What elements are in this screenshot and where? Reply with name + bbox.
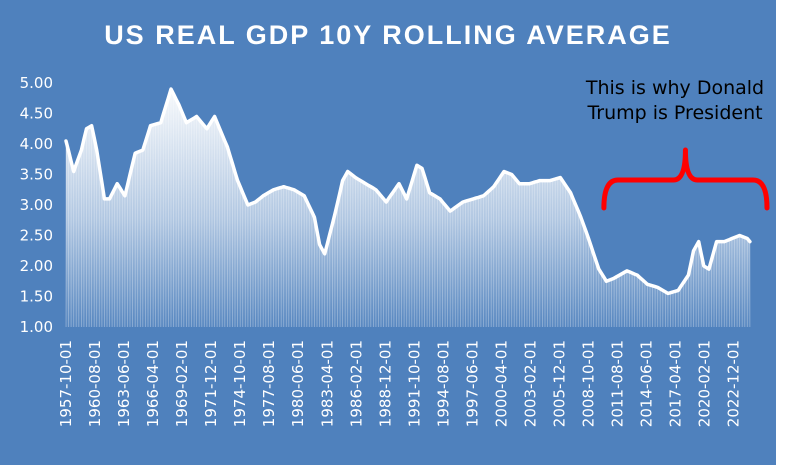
x-tick-label: 2005-12-01: [551, 340, 569, 427]
y-tick-label: 4.00: [20, 135, 53, 153]
y-tick-label: 1.50: [20, 288, 53, 306]
x-tick-label: 1977-08-01: [260, 340, 278, 427]
x-tick-label: 1969-02-01: [173, 340, 191, 427]
x-tick-label: 1991-10-01: [405, 340, 423, 427]
x-tick-label: 2011-08-01: [609, 340, 627, 427]
x-tick-label: 1963-06-01: [115, 340, 133, 427]
x-tick-label: 1974-10-01: [231, 340, 249, 427]
y-tick-label: 2.00: [20, 257, 53, 275]
annotation-note: This is why Donald Trump is President: [582, 76, 768, 126]
y-axis: 1.00 1.50 2.00 2.50 3.00 3.50 4.00 4.50 5.00: [20, 74, 53, 336]
x-tick-label: 1980-06-01: [289, 340, 307, 427]
series-area: [64, 87, 752, 327]
annotation-line-1: This is why Donald: [585, 77, 765, 99]
x-tick-label: 1988-12-01: [376, 340, 394, 427]
chart-title: US REAL GDP 10Y ROLLING AVERAGE: [104, 20, 672, 50]
x-tick-label: 2022-12-01: [725, 340, 743, 427]
series-fill: [66, 89, 750, 327]
x-tick-label: 2008-10-01: [580, 340, 598, 427]
y-tick-label: 1.00: [20, 318, 53, 336]
y-tick-label: 4.50: [20, 105, 53, 123]
x-tick-label: 1960-08-01: [86, 340, 104, 427]
y-tick-label: 3.00: [20, 196, 53, 214]
x-axis: 1957-10-01 1960-08-01 1963-06-01 1966-04-01…: [57, 340, 743, 427]
y-tick-label: 5.00: [20, 74, 53, 92]
curly-brace: [601, 147, 770, 211]
x-tick-label: 2003-02-01: [522, 340, 540, 427]
x-tick-label: 2017-04-01: [667, 340, 685, 427]
x-tick-label: 1986-02-01: [347, 340, 365, 427]
x-tick-label: 1997-06-01: [463, 340, 481, 427]
x-tick-label: 2020-02-01: [696, 340, 714, 427]
x-tick-label: 1966-04-01: [144, 340, 162, 427]
series-line: [64, 87, 752, 296]
x-tick-label: 2000-04-01: [492, 340, 510, 427]
x-tick-label: 2014-06-01: [638, 340, 656, 427]
x-tick-label: 1983-04-01: [318, 340, 336, 427]
x-tick-label: 1971-12-01: [202, 340, 220, 427]
x-tick-label: 1994-08-01: [434, 340, 452, 427]
annotation-line-2: Trump is President: [587, 102, 763, 124]
y-tick-label: 2.50: [20, 227, 53, 245]
y-tick-label: 3.50: [20, 166, 53, 184]
annotation-bracket: [601, 147, 770, 211]
x-tick-label: 1957-10-01: [57, 340, 75, 427]
